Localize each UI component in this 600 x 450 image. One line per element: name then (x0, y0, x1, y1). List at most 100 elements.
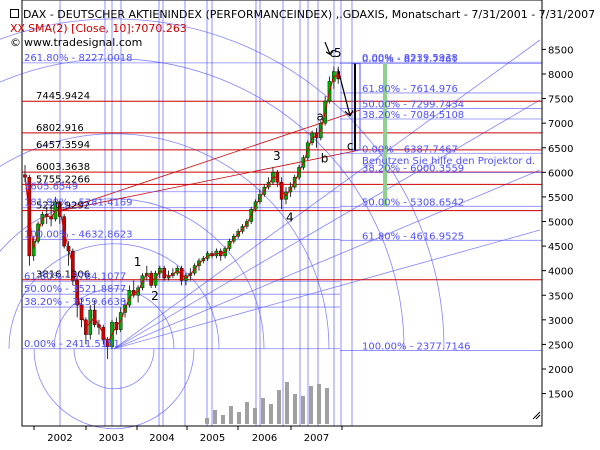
volume-bar (277, 390, 281, 424)
volume-bar (253, 408, 257, 424)
level-label-red: 3816.1306 (36, 270, 90, 281)
sma-line (24, 74, 339, 345)
fib-label-right: 61.80% - 7614.976 (362, 84, 458, 95)
fib-arc (0, 58, 405, 349)
x-tick-label: 2002 (47, 433, 72, 444)
fib-arc (53, 288, 175, 349)
wave-label: 2 (151, 289, 159, 303)
fib-arc (8, 243, 220, 349)
y-tick-label: 5000 (548, 218, 573, 229)
y-tick-label: 3500 (548, 291, 573, 302)
chart-title-text: DAX - DEUTSCHER AKTIENINDEX (PERFORMANCE… (23, 8, 596, 21)
arrow-down-icon (324, 41, 334, 56)
y-tick-label: 3000 (548, 316, 573, 327)
fib-label-right: 38.20% - 6000.3559 (362, 163, 464, 174)
wave-label: c (330, 46, 337, 60)
fan-line-red (59, 109, 361, 212)
volume-bar (293, 394, 297, 424)
volume-bars (205, 382, 329, 424)
sma-path (24, 74, 339, 345)
fib-label-right: 38.20% - 7084.5108 (362, 110, 464, 121)
y-tick-label: 5500 (548, 193, 573, 204)
fib-arc (33, 348, 195, 430)
y-tick-label: 2000 (548, 365, 573, 376)
x-tick-label: 2007 (304, 433, 329, 444)
wave-label: 1 (134, 255, 142, 269)
fib-label-right: 0.00% - 8239.5938 (362, 53, 458, 64)
fib-label-left: 181.80% - 5281.4169 (24, 198, 133, 209)
volume-bar (205, 418, 209, 424)
x-tick-label: 2004 (149, 433, 174, 444)
volume-bar (237, 412, 241, 424)
level-label-red: 5755.2266 (36, 174, 90, 185)
projection-note: Benutzen Sie hilfe den Projektor d. (362, 156, 535, 167)
volume-bar (285, 382, 289, 424)
wave-label: c (347, 139, 354, 153)
fib-arc (0, 133, 330, 349)
minimize-box-icon[interactable] (10, 9, 19, 18)
arrow-down-icon (337, 68, 354, 117)
chart-title: DAX - DEUTSCHER AKTIENINDEX (PERFORMANCE… (10, 8, 595, 21)
wave-label: b (321, 152, 329, 166)
level-label-red: 6802.916 (36, 123, 84, 134)
x-tick-label: 2005 (200, 433, 225, 444)
fib-label-right: 50.00% - 5308.6542 (362, 197, 464, 208)
fib-label-left: 50.00% - 3521.8877 (24, 284, 126, 295)
projection-bar-green (383, 63, 387, 207)
fib-label-right: 0.00% - 6387.7467 (362, 144, 458, 155)
volume-bar (301, 396, 305, 424)
level-label-red: 7445.9424 (36, 91, 90, 102)
volume-bar (229, 406, 233, 424)
fib-arc (0, 18, 445, 349)
y-tick-label: 4000 (548, 267, 573, 278)
x-tick-label: 2003 (99, 433, 124, 444)
y-tick-label: 1500 (548, 390, 573, 401)
vertical-grid (59, 0, 353, 426)
level-label-red: 6003.3638 (36, 162, 90, 173)
volume-bar (317, 384, 321, 424)
wave-label: 3 (273, 149, 281, 163)
fib-fan-lines (59, 39, 541, 350)
fib-label-left: 61.80% - 3784.1077 (24, 271, 126, 282)
price-axis: 1500 2000 2500 3000 3500 4000 4500 5000 5500 6000… (541, 0, 573, 426)
copyright-icon: © (10, 36, 21, 49)
watermark-text: www.tradesignal.com (24, 36, 143, 49)
fib-label-left: 38.20% - 3259.6638 (24, 297, 126, 308)
level-label-red: 6457.3594 (36, 140, 90, 151)
volume-bar (261, 398, 265, 424)
fan-line (113, 229, 541, 350)
level-label-red: 5220.9292 (36, 201, 90, 212)
wave-label: a (316, 110, 323, 124)
y-tick-label: 6500 (548, 144, 573, 155)
wave-label: 4 (286, 211, 294, 225)
x-tick-label: 2006 (252, 433, 277, 444)
fib-label-left: 261.80% - 8227.0018 (24, 53, 133, 64)
fib-label-right: 100.00% - 2377.7146 (362, 341, 471, 352)
y-tick-label: 2500 (548, 340, 573, 351)
fib-label-left: 0.00% - 2411.5151 (24, 339, 120, 350)
volume-bar (245, 402, 249, 424)
volume-bar (221, 415, 225, 424)
fib-label-right: 61.80% - 4616.9525 (362, 231, 464, 242)
resize-grip-icon[interactable] (532, 411, 541, 420)
volume-bar (325, 388, 329, 424)
projection-boxes (351, 63, 387, 207)
volume-bar (309, 386, 313, 424)
time-axis: 2002 2003 2004 2005 2006 2007 (22, 425, 542, 444)
y-tick-label: 7000 (548, 119, 573, 130)
wave-label: 5 (334, 46, 342, 60)
indicator-legend: XX SMA(2) [Close, 10]:7070.263 (10, 22, 187, 35)
remove-indicator-icon[interactable]: XX (10, 22, 26, 35)
y-tick-label: 4500 (548, 242, 573, 253)
y-tick-label: 8000 (548, 70, 573, 81)
level-labels: 7445.9424 6802.916 6457.3594 6003.36385755.… (24, 53, 535, 353)
volume-bar (269, 404, 273, 424)
fan-line (113, 169, 541, 350)
y-tick-label: 6000 (548, 168, 573, 179)
fib-label-right: 0.00% - 8211.7461 (362, 55, 458, 66)
wave-labels: 1 2 3 4 5 a b c c (134, 41, 354, 303)
volume-bar (213, 410, 217, 424)
y-tick-label: 7500 (548, 95, 573, 106)
fib-label-right: 50.00% - 7299.7434 (362, 99, 464, 110)
